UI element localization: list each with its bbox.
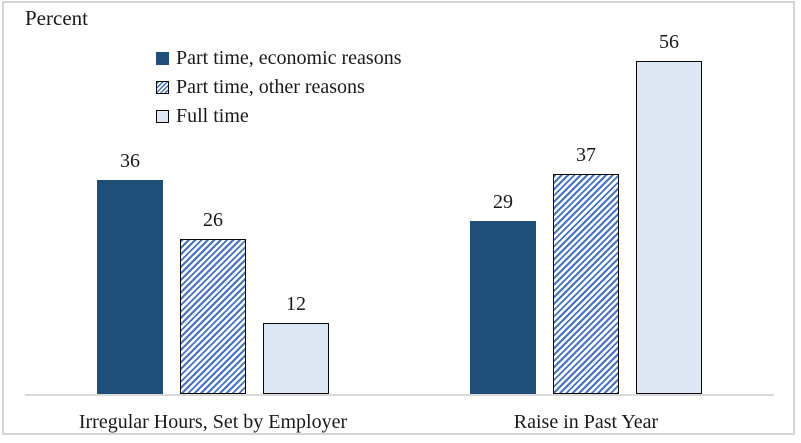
value-label: 36 — [120, 150, 140, 172]
legend-item: Full time — [156, 104, 402, 128]
bar-group1-series2 — [180, 239, 246, 394]
x-axis-line — [25, 394, 774, 396]
legend-swatch-icon — [156, 109, 169, 123]
legend: Part time, economic reasons Part time, ot… — [156, 46, 402, 128]
legend-label: Part time, economic reasons — [176, 47, 402, 69]
value-label: 29 — [493, 191, 513, 213]
value-label: 12 — [286, 293, 306, 315]
category-label: Raise in Past Year — [513, 411, 659, 433]
legend-swatch-icon — [156, 80, 169, 94]
legend-item: Part time, other reasons — [156, 75, 402, 99]
bar-group2-series1 — [470, 221, 536, 394]
value-label: 37 — [576, 144, 596, 166]
legend-item: Part time, economic reasons — [156, 46, 402, 70]
legend-label: Part time, other reasons — [176, 76, 365, 98]
bar-group1-series1 — [97, 180, 163, 394]
value-label: 56 — [659, 31, 679, 53]
bar-group2-series2 — [553, 174, 619, 394]
legend-label: Full time — [176, 105, 249, 127]
bar-group2-series3 — [636, 61, 702, 394]
y-axis-title: Percent — [25, 6, 88, 30]
legend-swatch-icon — [156, 51, 169, 65]
value-label: 26 — [203, 209, 223, 231]
category-label: Irregular Hours, Set by Employer — [78, 411, 348, 433]
bar-group1-series3 — [263, 323, 329, 394]
